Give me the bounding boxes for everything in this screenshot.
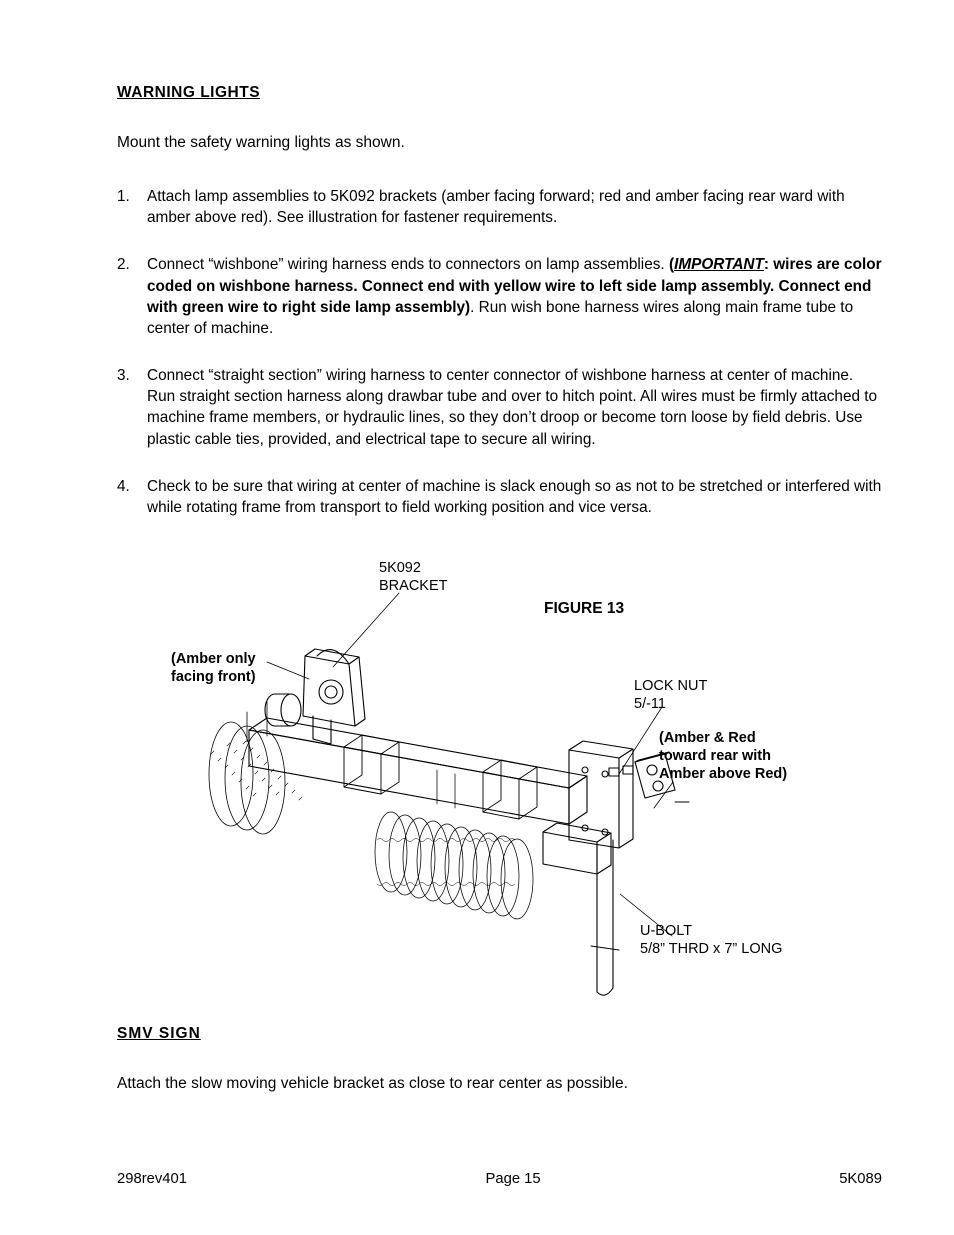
step-body: Connect “wishbone” wiring harness ends t…	[147, 254, 882, 339]
step-item: 2.Connect “wishbone” wiring harness ends…	[117, 254, 882, 339]
step-body: Connect “straight section” wiring harnes…	[147, 365, 882, 450]
warning-lights-heading: WARNING LIGHTS	[117, 84, 882, 102]
step-number: 2.	[117, 254, 147, 339]
smv-sign-heading: SMV SIGN	[117, 1025, 882, 1043]
text-run: Connect “wishbone” wiring harness ends t…	[147, 256, 669, 273]
locknut-l2: 5/-11	[634, 696, 666, 712]
text-run: Check to be sure that wiring at center o…	[147, 478, 881, 516]
smv-text: Attach the slow moving vehicle bracket a…	[117, 1075, 882, 1093]
bracket-label-l2: BRACKET	[379, 578, 448, 594]
figure-13: FIGURE 13 5K092 BRACKET (Amber only faci…	[99, 544, 864, 1019]
step-number: 3.	[117, 365, 147, 450]
amber-only-l2: facing front)	[171, 669, 256, 685]
text-run: IMPORTANT	[674, 256, 764, 273]
locknut-label: LOCK NUT 5/-11	[634, 677, 707, 713]
step-item: 3.Connect “straight section” wiring harn…	[117, 365, 882, 450]
figure-caption: FIGURE 13	[544, 599, 624, 618]
step-item: 4.Check to be sure that wiring at center…	[117, 476, 882, 518]
footer-left: 298rev401	[117, 1171, 187, 1187]
steps-list: 1.Attach lamp assemblies to 5K092 bracke…	[117, 186, 882, 518]
step-number: 4.	[117, 476, 147, 518]
locknut-l1: LOCK NUT	[634, 678, 707, 694]
step-body: Attach lamp assemblies to 5K092 brackets…	[147, 186, 882, 228]
page-footer: 298rev401 Page 15 5K089	[117, 1171, 882, 1187]
text-run: Attach lamp assemblies to 5K092 brackets…	[147, 188, 845, 226]
text-run: Connect “straight section” wiring harnes…	[147, 367, 877, 448]
bracket-label: 5K092 BRACKET	[379, 559, 448, 595]
amber-red-l3: Amber above Red)	[659, 766, 787, 782]
ubolt-l2: 5/8” THRD x 7” LONG	[640, 941, 782, 957]
amber-red-label: (Amber & Red toward rear with Amber abov…	[659, 729, 787, 783]
amber-red-l2: toward rear with	[659, 748, 771, 764]
amber-only-label: (Amber only facing front)	[171, 650, 256, 686]
step-number: 1.	[117, 186, 147, 228]
intro-text: Mount the safety warning lights as shown…	[117, 134, 882, 152]
step-item: 1.Attach lamp assemblies to 5K092 bracke…	[117, 186, 882, 228]
bracket-label-l1: 5K092	[379, 560, 421, 576]
step-body: Check to be sure that wiring at center o…	[147, 476, 882, 518]
page: WARNING LIGHTS Mount the safety warning …	[0, 0, 954, 1235]
ubolt-l1: U-BOLT	[640, 923, 692, 939]
ubolt-label: U-BOLT 5/8” THRD x 7” LONG	[640, 922, 782, 958]
amber-only-l1: (Amber only	[171, 651, 256, 667]
footer-center: Page 15	[486, 1171, 541, 1187]
footer-right: 5K089	[839, 1171, 882, 1187]
amber-red-l1: (Amber & Red	[659, 730, 756, 746]
